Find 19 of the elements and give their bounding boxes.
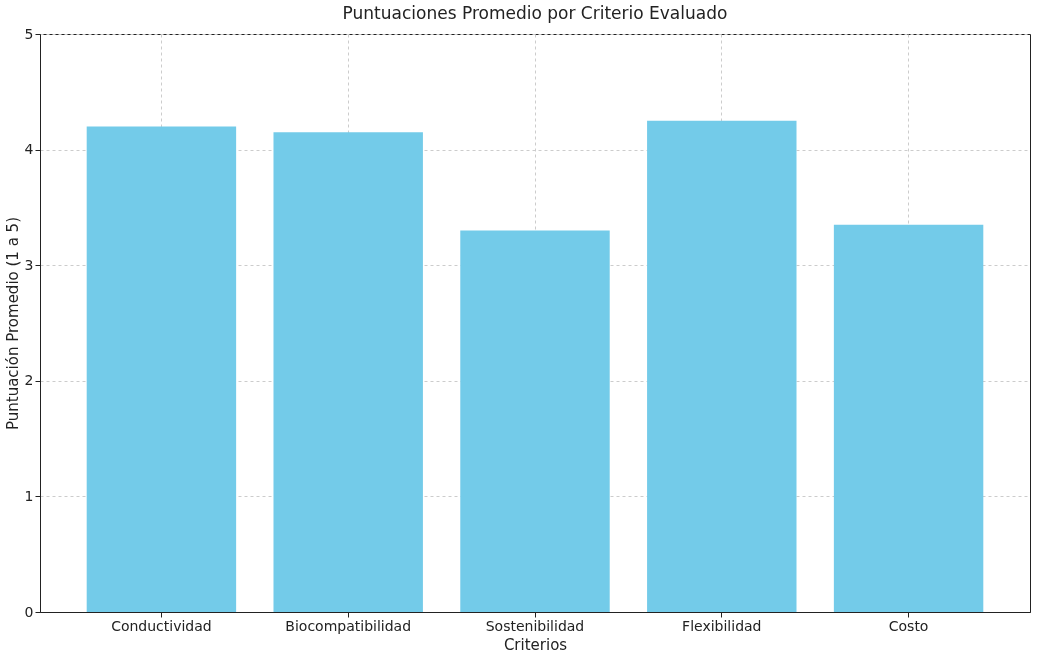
- chart-title: Puntuaciones Promedio por Criterio Evaluado: [342, 3, 728, 23]
- y-tick-label: 0: [24, 603, 34, 620]
- x-tick-label: Conductividad: [111, 617, 212, 634]
- bar: [833, 224, 984, 612]
- bar: [86, 126, 237, 612]
- y-tick-label: 5: [24, 25, 34, 42]
- x-tick-label: Sostenibilidad: [485, 617, 585, 634]
- y-tick-label: 4: [24, 141, 34, 158]
- bar: [460, 230, 610, 612]
- bar: [273, 132, 423, 612]
- y-tick-label: 1: [24, 487, 34, 504]
- x-tick-label: Costo: [888, 617, 929, 634]
- x-tick-label: Biocompatibilidad: [285, 617, 412, 634]
- y-tick-label: 3: [24, 256, 34, 273]
- y-axis-title: Puntuación Promedio (1 a 5): [3, 216, 22, 431]
- bar: [647, 120, 797, 612]
- x-tick-label: Flexibilidad: [682, 617, 762, 634]
- y-tick-label: 2: [24, 372, 34, 389]
- x-axis-title: Criterios: [503, 635, 568, 654]
